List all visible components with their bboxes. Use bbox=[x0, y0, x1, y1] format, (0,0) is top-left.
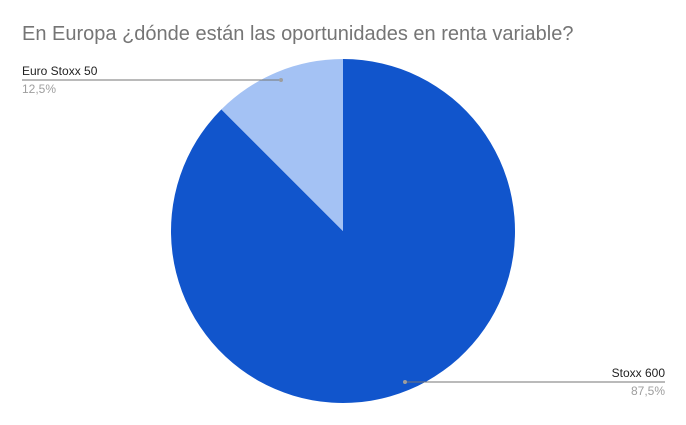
slice-percent: 12,5% bbox=[22, 82, 56, 96]
slice-label: Stoxx 600 bbox=[612, 366, 666, 380]
pie-slice-euro-stoxx-50 bbox=[221, 59, 343, 231]
callout-euro-stoxx-50: Euro Stoxx 50 12,5% bbox=[22, 64, 283, 96]
slice-percent: 87,5% bbox=[631, 384, 665, 398]
slice-label: Euro Stoxx 50 bbox=[22, 64, 98, 78]
callout-stoxx-600: Stoxx 600 87,5% bbox=[403, 366, 665, 398]
leader-dot bbox=[403, 380, 407, 384]
chart-title: En Europa ¿dónde están las oportunidades… bbox=[22, 23, 574, 45]
leader-dot bbox=[279, 78, 283, 82]
